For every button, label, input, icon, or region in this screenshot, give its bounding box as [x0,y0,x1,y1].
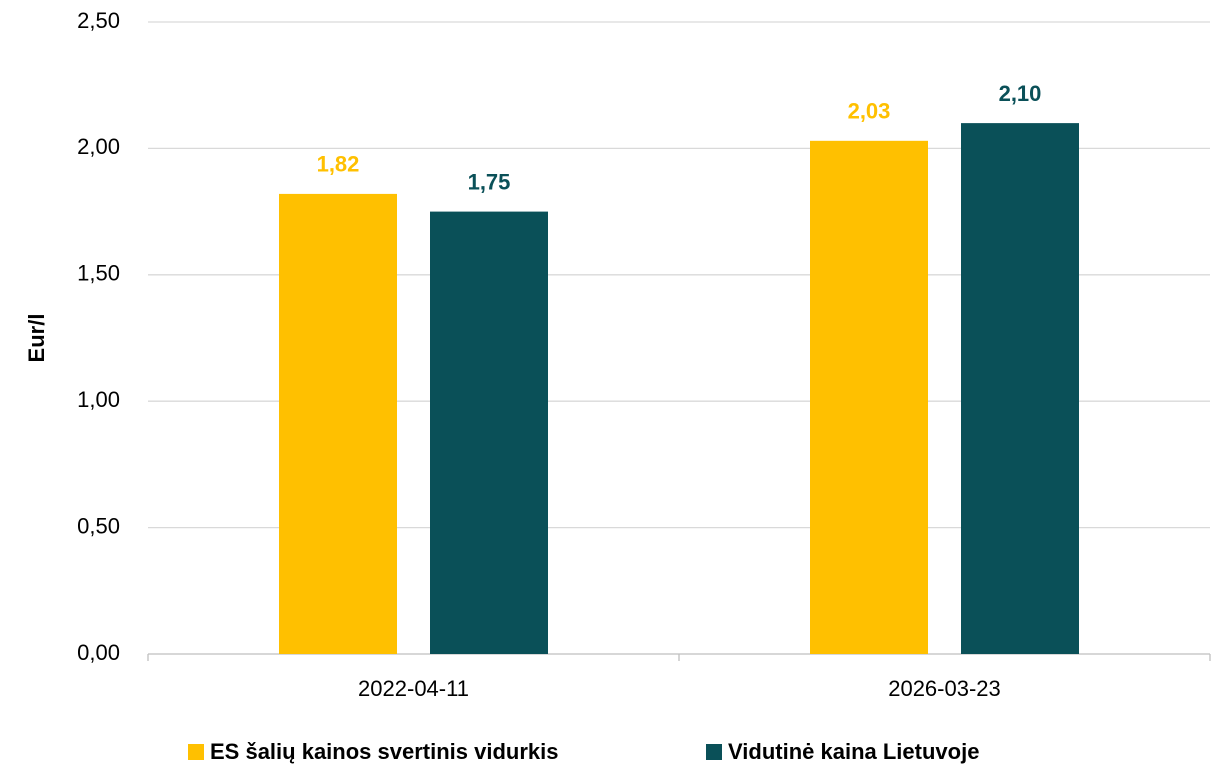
legend-label: ES šalių kainos svertinis vidurkis [210,739,559,764]
y-tick-label: 1,50 [77,261,120,286]
value-label: 1,75 [468,169,511,194]
y-tick-label: 2,50 [77,8,120,33]
bar [810,140,928,655]
bar [430,211,548,654]
y-tick-label: 2,00 [77,134,120,159]
x-tick-label: 2022-04-11 [358,676,469,701]
legend-label: Vidutinė kaina Lietuvoje [728,739,979,764]
value-label: 1,82 [317,152,360,177]
x-tick-label: 2026-03-23 [888,676,1001,701]
y-tick-label: 1,00 [77,387,120,412]
value-label: 2,03 [848,99,891,124]
value-label: 2,10 [999,81,1042,106]
bar [961,123,1079,655]
bar [279,193,397,655]
legend-swatch [706,744,722,760]
legend-swatch [188,744,204,760]
y-tick-label: 0,50 [77,513,120,538]
y-tick-label: 0,00 [77,640,120,665]
y-axis-label: Eur/l [24,314,49,363]
